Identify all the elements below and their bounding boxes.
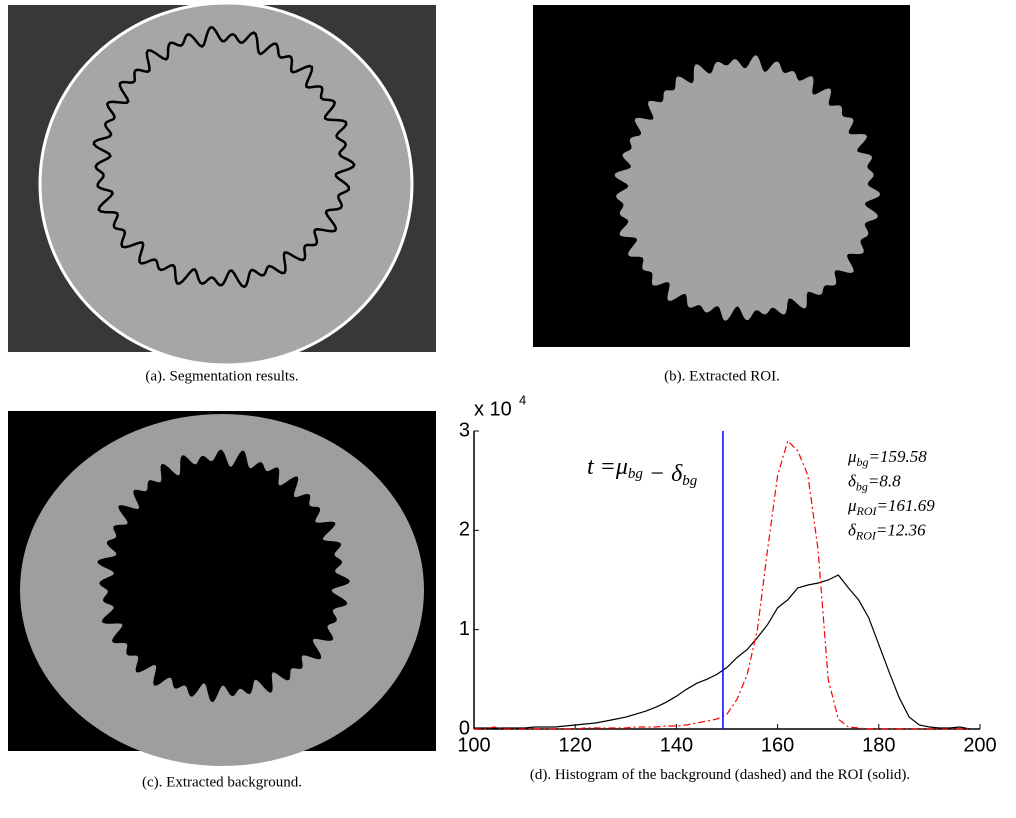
- series-line: [474, 574, 971, 730]
- y-tick-label: 2: [459, 519, 470, 541]
- label-part: δ: [671, 461, 683, 487]
- stat: δROI=12.36: [848, 520, 926, 542]
- x-tick-label: 100: [457, 734, 490, 756]
- x-tick-label: 120: [559, 734, 592, 756]
- y-tick-label: 0: [459, 717, 470, 739]
- x-tick-label: 180: [862, 734, 895, 756]
- image-c-hole: [97, 449, 350, 702]
- stat-value: =159.58: [869, 447, 928, 466]
- caption: (a). Segmentation results.: [145, 368, 298, 384]
- stat-value: =161.69: [877, 496, 936, 515]
- label-part: t =: [587, 454, 616, 480]
- stat-value: =12.36: [876, 520, 926, 539]
- x-tick-label: 140: [660, 734, 693, 756]
- stat-value: =8.8: [868, 471, 901, 490]
- image-b-roi: [614, 55, 881, 321]
- x-tick-label: 200: [963, 734, 996, 756]
- label-sub: bg: [682, 473, 698, 489]
- label-part: μ: [615, 454, 628, 480]
- stat-symbol: μ: [847, 447, 857, 466]
- stat-sub: bg: [857, 455, 869, 469]
- stat-symbol: μ: [847, 496, 857, 515]
- y-tick-label: 3: [459, 419, 470, 441]
- threshold-label: t =μbg − δbg: [587, 454, 698, 490]
- stat-sub: ROI: [856, 504, 878, 518]
- label-part: −: [643, 461, 671, 487]
- series-line: [474, 439, 970, 730]
- caption: (d). Histogram of the background (dashed…: [529, 767, 911, 783]
- image-a-contour: [92, 26, 356, 289]
- stat-sub: bg: [856, 479, 868, 493]
- image-a-disc: [38, 1, 414, 367]
- stat-sub: ROI: [855, 528, 877, 542]
- stat: δbg=8.8: [848, 471, 901, 493]
- x-tick-label: 160: [761, 734, 794, 756]
- caption: (c). Extracted background.: [142, 774, 302, 790]
- caption: (b). Extracted ROI.: [664, 368, 780, 384]
- label-sub: bg: [628, 466, 644, 482]
- y-multiplier: x 10: [474, 398, 512, 420]
- stat: μbg=159.58: [847, 447, 927, 469]
- stat: μROI=161.69: [847, 496, 935, 518]
- stat-symbol: δ: [848, 471, 857, 490]
- y-tick-label: 1: [459, 618, 470, 640]
- y-multiplier-exponent: 4: [519, 392, 526, 407]
- stat-symbol: δ: [848, 520, 857, 539]
